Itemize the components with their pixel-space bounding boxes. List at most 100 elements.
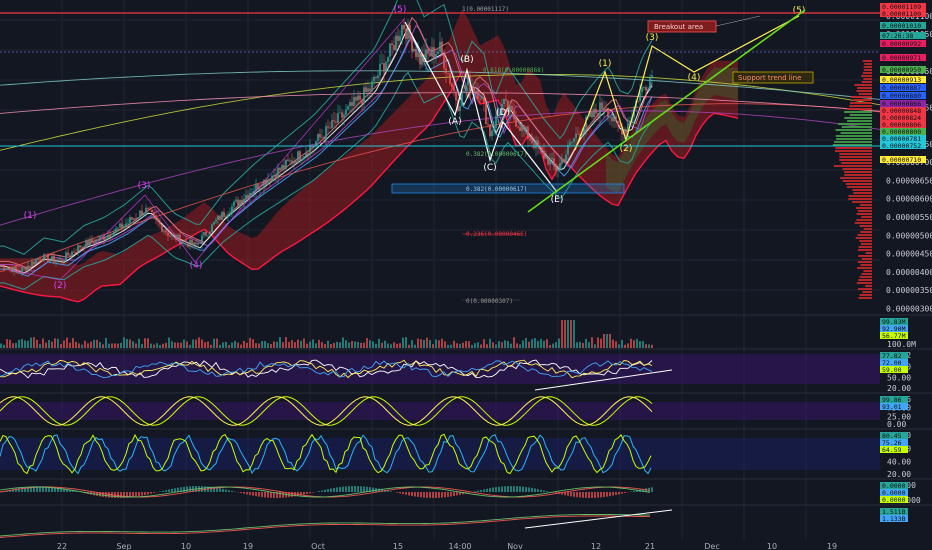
- macd-hist-bar: [525, 486, 527, 492]
- macd-hist-bar: [321, 490, 323, 492]
- volume-bar: [558, 338, 560, 348]
- volume-bar: [648, 344, 650, 348]
- volume-bar: [162, 343, 164, 348]
- candle-body: [383, 63, 385, 72]
- panel-badge-bg-5-1: [880, 515, 908, 522]
- volume-bar: [237, 342, 239, 348]
- x-tick-2: 10: [181, 542, 191, 550]
- candle-body: [317, 134, 319, 142]
- volume-bar: [87, 343, 89, 348]
- volume-bar: [243, 340, 245, 348]
- candle-body: [397, 35, 399, 41]
- macd-line-1: [0, 486, 651, 498]
- volume-bar: [594, 344, 596, 348]
- volume-bar: [486, 344, 488, 348]
- macd-hist-bar: [570, 492, 572, 497]
- panel-badge-3-0: 80.45: [882, 432, 902, 440]
- volume-bar: [261, 341, 263, 348]
- fib-extra-label: 0.236(0.00000466): [466, 231, 527, 238]
- candle-body: [319, 134, 321, 138]
- macd-hist-bar: [396, 492, 398, 493]
- volume-bar: [153, 344, 155, 348]
- volume-bar: [582, 342, 584, 348]
- volume-bar: [618, 344, 620, 348]
- candle-body: [519, 127, 521, 131]
- candle-body: [559, 163, 561, 170]
- volume-bar: [297, 339, 299, 348]
- panel-badge-bg-3-0: [880, 432, 908, 439]
- price-tick-10: 0.00000450: [886, 250, 932, 259]
- candle-body: [421, 54, 423, 65]
- macd-hist-bar: [489, 488, 491, 492]
- macd-hist-bar: [282, 492, 284, 498]
- candle-body: [293, 161, 295, 164]
- candle-body: [273, 174, 275, 176]
- candle-body: [645, 87, 647, 91]
- candle-body: [279, 167, 281, 171]
- candle-body: [577, 133, 579, 135]
- volume-profile-bar: [863, 270, 872, 272]
- volume-profile-bar: [858, 279, 872, 281]
- candle-body: [83, 246, 85, 249]
- volume-profile-bar: [847, 186, 872, 188]
- candle-body: [527, 126, 529, 139]
- x-tick-4: Oct: [311, 542, 325, 550]
- candle-body: [127, 222, 129, 224]
- candle-body: [91, 239, 93, 243]
- candle-body: [581, 133, 583, 137]
- volume-bar: [294, 342, 296, 348]
- candle-body: [329, 127, 331, 129]
- macd-hist-bar: [540, 489, 542, 492]
- macd-hist-bar: [390, 491, 392, 492]
- candle-body: [433, 47, 435, 58]
- volume-profile-bar: [849, 114, 872, 116]
- volume-bar: [423, 339, 425, 348]
- volume-profile-bar: [862, 291, 872, 293]
- volume-bar: [414, 344, 416, 348]
- macd-hist-bar: [309, 492, 311, 494]
- price-badge-3: 07:26:38: [882, 32, 913, 40]
- panel-badge-bg-0-2: [880, 332, 908, 339]
- candle-body: [335, 121, 337, 123]
- volume-bar: [348, 342, 350, 348]
- macd-hist-bar: [258, 492, 260, 497]
- macd-hist-bar: [345, 486, 347, 492]
- volume-bar: [567, 320, 569, 348]
- volume-profile-bar: [834, 141, 872, 143]
- macd-hist-bar: [177, 487, 179, 492]
- price-badge-7: 0.00000913: [882, 76, 921, 84]
- volume-bar: [129, 339, 131, 348]
- price-badge-6: 0.00000950: [882, 66, 921, 74]
- candle-body: [137, 217, 139, 219]
- volume-bar: [399, 343, 401, 348]
- volume-profile-bar: [856, 219, 872, 221]
- volume-bar: [642, 341, 644, 348]
- macd-hist-bar: [201, 486, 203, 492]
- macd-hist-bar: [219, 488, 221, 492]
- macd-hist-bar: [279, 492, 281, 498]
- volume-bar: [432, 344, 434, 348]
- candle-body: [593, 108, 595, 118]
- price-badge-12: 0.00000824: [882, 114, 921, 122]
- candle-body: [245, 194, 247, 199]
- volume-bar: [102, 344, 104, 348]
- candle-body: [447, 73, 449, 74]
- candle-body: [451, 83, 453, 87]
- volume-profile-bar: [854, 222, 872, 224]
- volume-bar: [117, 343, 119, 348]
- volume-bar: [603, 334, 605, 348]
- candle-body: [55, 260, 57, 263]
- x-tick-12: 19: [827, 542, 837, 550]
- price-badge-bg-10: [880, 100, 926, 107]
- candle-body: [449, 73, 451, 84]
- candle-body: [79, 245, 81, 248]
- price-badge-5: 0.00000971: [882, 54, 921, 62]
- candle-body: [599, 102, 601, 117]
- candle-body: [223, 211, 225, 217]
- volume-bar: [354, 341, 356, 348]
- candle-body: [49, 259, 51, 262]
- macd-hist-bar: [543, 490, 545, 492]
- macd-hist-bar: [24, 487, 26, 492]
- volume-bar: [579, 341, 581, 348]
